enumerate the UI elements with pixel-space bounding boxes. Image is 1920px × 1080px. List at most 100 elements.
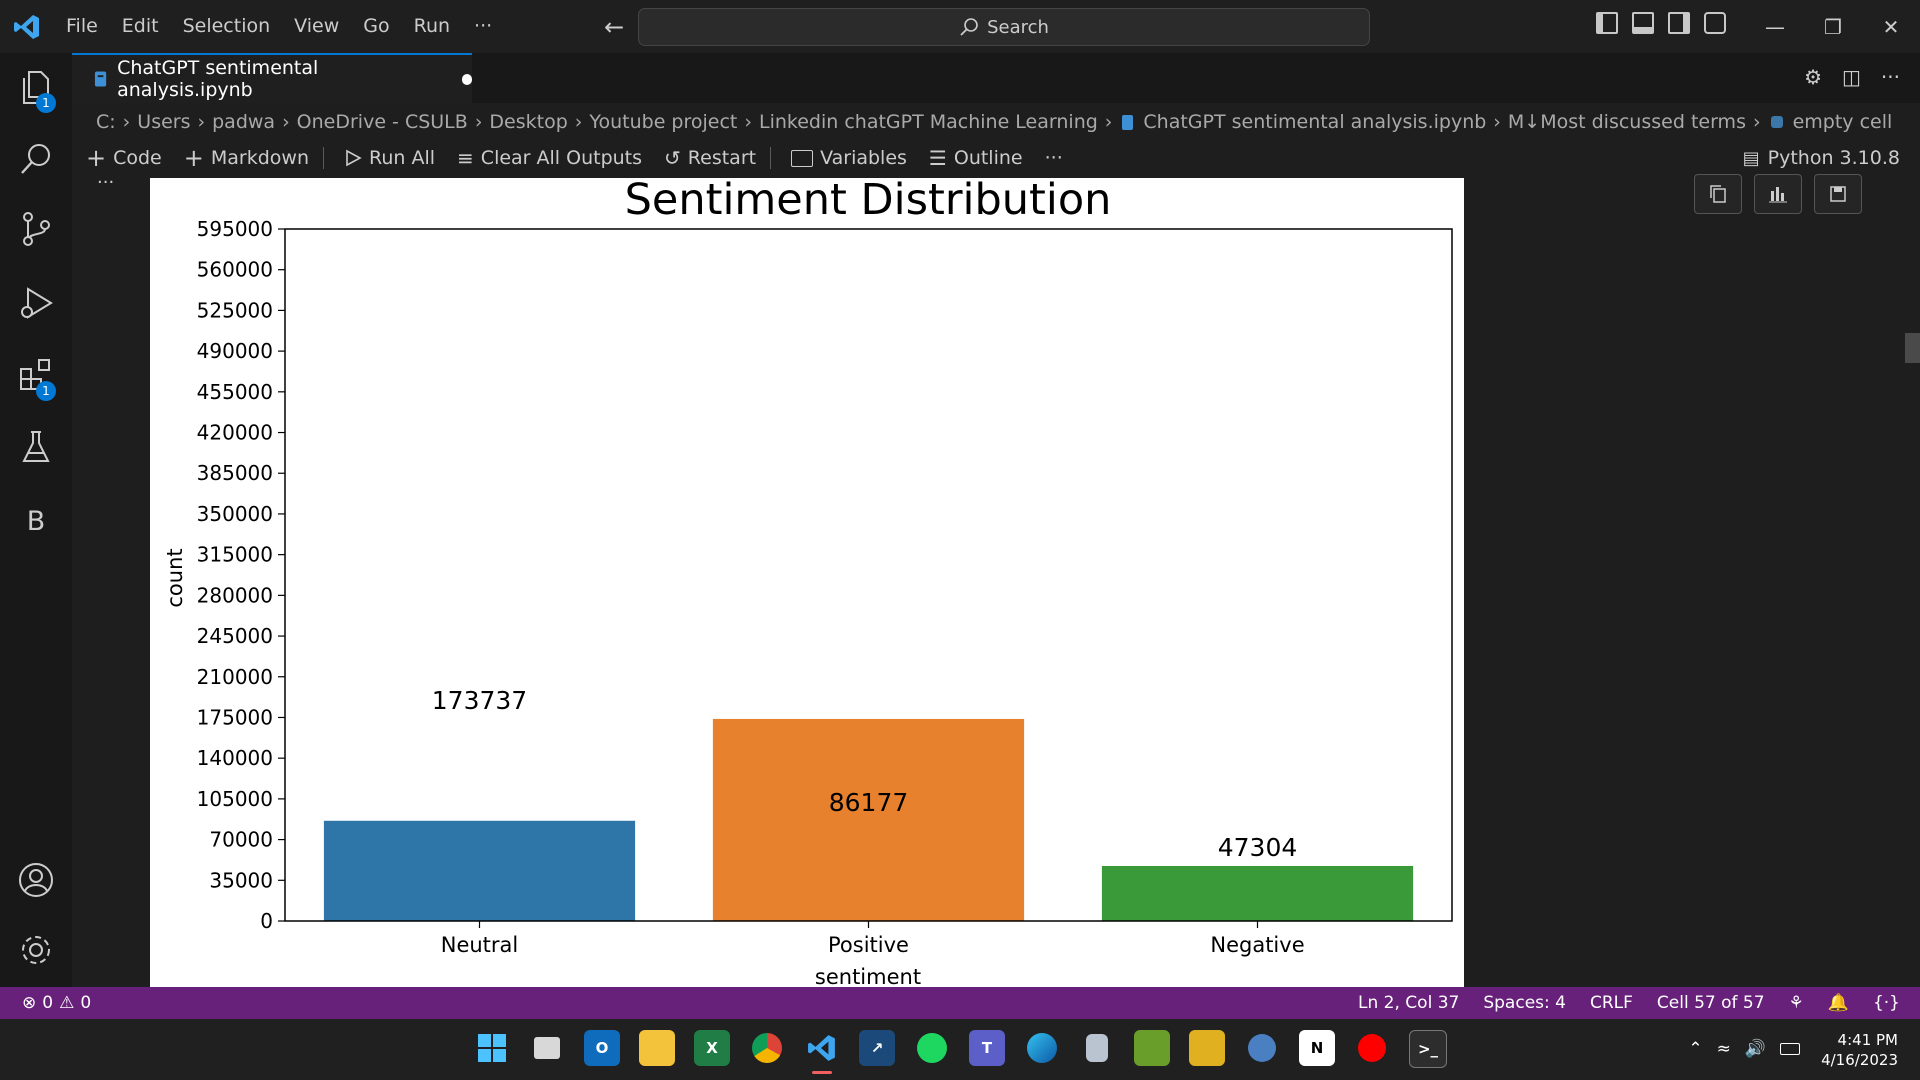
indentation[interactable]: Spaces: 4	[1483, 993, 1566, 1013]
y-axis-label: count	[163, 548, 187, 607]
toolbar-more-button[interactable]: ···	[1045, 147, 1063, 169]
y-tick-label: 140000	[197, 746, 273, 770]
manage-gear-icon[interactable]	[0, 918, 72, 982]
chevron-up-icon[interactable]: ⌃	[1688, 1039, 1703, 1059]
menu-selection[interactable]: Selection	[182, 15, 271, 37]
tools-icon[interactable]	[1189, 1030, 1225, 1066]
extension-b-icon[interactable]: B	[26, 505, 46, 537]
database-icon[interactable]	[1079, 1030, 1115, 1066]
run-all-button[interactable]: Run All	[344, 147, 435, 169]
add-code-cell-button[interactable]: + Code	[86, 144, 162, 172]
copilot-braces-icon[interactable]: {·}	[1872, 993, 1900, 1013]
editor-scrollbar[interactable]	[1905, 333, 1920, 363]
command-center-search[interactable]: Search	[638, 8, 1370, 46]
breadcrumb-item[interactable]: Linkedin chatGPT Machine Learning	[758, 111, 1098, 133]
battery-icon[interactable]	[1780, 1043, 1800, 1055]
outlook-icon[interactable]: O	[584, 1030, 620, 1066]
toggle-panel-icon[interactable]	[1632, 12, 1654, 34]
menu-file[interactable]: File	[66, 15, 98, 37]
menu-go[interactable]: Go	[363, 15, 390, 37]
youtube-music-icon[interactable]	[1354, 1030, 1390, 1066]
breadcrumb-item[interactable]: C:	[96, 111, 116, 133]
wifi-icon[interactable]: ≈	[1716, 1039, 1731, 1059]
cell-indicator[interactable]: Cell 57 of 57	[1656, 993, 1765, 1013]
breadcrumb-item[interactable]: M↓Most discussed terms	[1507, 111, 1746, 133]
breadcrumb-item[interactable]: ChatGPT sentimental analysis.ipynb	[1143, 111, 1487, 133]
python-cell-icon	[1770, 116, 1783, 128]
notifications-bell-icon[interactable]: 🔔	[1827, 993, 1849, 1013]
notebook-settings-gear-icon[interactable]: ⚙	[1804, 65, 1823, 89]
explorer-icon[interactable]: 1	[0, 55, 72, 119]
vscode-taskbar-icon[interactable]	[804, 1030, 840, 1074]
save-output-button[interactable]	[1814, 174, 1862, 214]
y-tick-label: 420000	[197, 421, 273, 445]
menu-more[interactable]: ···	[474, 15, 493, 37]
more-actions-icon[interactable]: ···	[1880, 65, 1900, 89]
status-right: Ln 2, Col 37 Spaces: 4 CRLF Cell 57 of 5…	[1358, 993, 1900, 1013]
toggle-secondary-sidebar-icon[interactable]	[1668, 12, 1690, 34]
unsaved-dot-icon[interactable]	[461, 73, 472, 85]
close-icon[interactable]: ✕	[1882, 14, 1900, 39]
globe-icon[interactable]	[1244, 1030, 1280, 1066]
breadcrumb-item[interactable]: Users	[137, 111, 191, 133]
task-view-icon[interactable]	[529, 1030, 565, 1066]
menu-run[interactable]: Run	[413, 15, 451, 37]
taskbar-apps: O X ↗ T N >_	[474, 1030, 1447, 1074]
terminal-icon[interactable]: >_	[1409, 1030, 1447, 1068]
end-of-line[interactable]: CRLF	[1589, 993, 1633, 1013]
open-plot-viewer-button[interactable]	[1754, 174, 1802, 214]
back-arrow-icon[interactable]: ←	[604, 12, 625, 41]
restore-icon[interactable]: ❐	[1824, 14, 1842, 39]
source-control-icon[interactable]	[0, 197, 72, 261]
run-debug-icon[interactable]	[0, 271, 72, 335]
y-tick-label: 70000	[209, 828, 273, 852]
search-view-icon[interactable]	[0, 127, 72, 191]
play-icon	[346, 149, 362, 167]
breadcrumb-item[interactable]: Youtube project	[589, 111, 738, 133]
excel-icon[interactable]: X	[694, 1030, 730, 1066]
feedback-icon[interactable]: ⚘	[1788, 993, 1804, 1013]
breadcrumb-item[interactable]: padwa	[212, 111, 276, 133]
split-editor-icon[interactable]: ◫	[1842, 65, 1861, 89]
file-explorer-icon[interactable]	[639, 1030, 675, 1066]
y-tick-label: 175000	[197, 705, 273, 729]
breadcrumb-item[interactable]: Desktop	[489, 111, 568, 133]
customize-layout-icon[interactable]	[1704, 12, 1726, 34]
image-editor-icon[interactable]	[1134, 1030, 1170, 1066]
minimize-icon[interactable]: —	[1765, 14, 1785, 39]
toggle-primary-sidebar-icon[interactable]	[1596, 12, 1618, 34]
problems-indicator[interactable]: ⊗ 0 ⚠ 0	[22, 993, 91, 1013]
accounts-icon[interactable]	[0, 848, 72, 912]
volume-icon[interactable]: 🔊	[1744, 1039, 1766, 1059]
breadcrumb-item[interactable]: OneDrive - CSULB	[296, 111, 468, 133]
copy-output-button[interactable]	[1694, 174, 1742, 214]
add-markdown-cell-button[interactable]: + Markdown	[184, 144, 309, 172]
clear-all-outputs-button[interactable]: ≡ Clear All Outputs	[457, 146, 642, 170]
variables-button[interactable]: Variables	[791, 147, 907, 169]
spotify-icon[interactable]	[914, 1030, 950, 1066]
restart-button[interactable]: ↺ Restart	[664, 146, 756, 170]
outline-list-icon: ☰	[928, 146, 947, 170]
explorer-badge: 1	[36, 93, 56, 113]
windows-start-icon[interactable]	[474, 1030, 510, 1066]
breadcrumb-item[interactable]: empty cell	[1792, 111, 1893, 133]
outline-button[interactable]: ☰ Outline	[929, 146, 1023, 170]
remote-desktop-icon[interactable]: ↗	[859, 1030, 895, 1066]
y-tick-label: 455000	[197, 380, 273, 404]
notion-icon[interactable]: N	[1299, 1030, 1335, 1066]
menu-view[interactable]: View	[294, 15, 340, 37]
chevron-right-icon: ›	[1493, 111, 1501, 133]
testing-flask-icon[interactable]	[0, 415, 72, 479]
chrome-icon[interactable]	[749, 1030, 785, 1066]
cell-output-more[interactable]: ···	[97, 172, 115, 193]
extensions-icon[interactable]: 1	[0, 343, 72, 407]
bars: 173737 86177 47304	[323, 686, 1414, 921]
kernel-picker[interactable]: ▤ Python 3.10.8	[1743, 140, 1900, 176]
clock[interactable]: 4:41 PM 4/16/2023	[1821, 1030, 1898, 1070]
edge-icon[interactable]	[1024, 1030, 1060, 1066]
teams-icon[interactable]: T	[969, 1030, 1005, 1066]
bar-chart-icon	[1769, 187, 1787, 203]
tab-notebook[interactable]: ChatGPT sentimental analysis.ipynb	[72, 53, 472, 103]
menu-edit[interactable]: Edit	[121, 15, 159, 37]
cursor-position[interactable]: Ln 2, Col 37	[1358, 993, 1460, 1013]
